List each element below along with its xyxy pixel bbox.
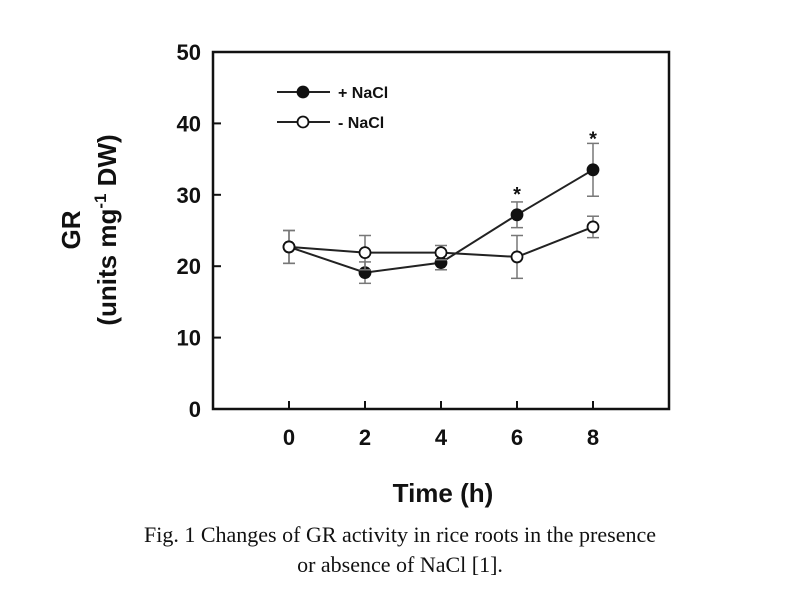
legend-marker xyxy=(296,115,310,129)
plot-border xyxy=(211,50,671,411)
legend-item: + NaCl xyxy=(277,85,388,102)
y-axis-title-suffix: DW) xyxy=(92,134,122,193)
legend: + NaCl - NaCl xyxy=(277,85,388,132)
significance-marker: * xyxy=(513,184,521,206)
y-axis-title-superscript: -1 xyxy=(91,194,110,209)
legend-label: - NaCl xyxy=(338,115,384,132)
figure-caption: Fig. 1 Changes of GR activity in rice ro… xyxy=(0,520,800,580)
y-tick-label: 50 xyxy=(177,40,201,65)
y-axis-title-line2: (units mg-1 DW) xyxy=(91,134,122,325)
y-tick-label: 10 xyxy=(177,326,201,351)
data-point xyxy=(510,208,524,222)
x-tick-label: 2 xyxy=(359,425,371,450)
data-point xyxy=(586,163,600,177)
series-layer xyxy=(282,142,600,285)
x-tick-label: 4 xyxy=(435,425,448,450)
y-tick-label: 20 xyxy=(177,254,201,279)
x-axis: 0 2 4 6 8 xyxy=(283,401,599,450)
data-point xyxy=(510,250,524,264)
y-tick-label: 40 xyxy=(177,111,201,136)
legend-label: + NaCl xyxy=(338,85,388,102)
y-tick-label: 0 xyxy=(189,397,201,422)
series-plus-nacl xyxy=(282,142,600,285)
significance-marker: * xyxy=(589,129,597,151)
series-minus-nacl xyxy=(282,215,600,280)
caption-line-2: or absence of NaCl [1]. xyxy=(297,552,503,577)
plot-frame xyxy=(211,50,671,411)
legend-item: - NaCl xyxy=(277,115,384,132)
x-tick-label: 6 xyxy=(511,425,523,450)
y-axis-title-prefix: (units mg xyxy=(92,209,122,326)
y-axis-title-line1: GR xyxy=(56,210,86,249)
annotation-layer: ** xyxy=(513,129,597,207)
data-point xyxy=(434,246,448,260)
data-point xyxy=(358,246,372,260)
x-tick-label: 8 xyxy=(587,425,599,450)
data-point xyxy=(282,240,296,254)
caption-line-1: Fig. 1 Changes of GR activity in rice ro… xyxy=(144,522,656,547)
y-axis: 0 10 20 30 40 50 xyxy=(177,40,221,422)
data-point xyxy=(586,220,600,234)
x-tick-label: 0 xyxy=(283,425,295,450)
legend-marker xyxy=(296,85,310,99)
x-axis-title: Time (h) xyxy=(393,478,494,508)
y-tick-label: 30 xyxy=(177,183,201,208)
